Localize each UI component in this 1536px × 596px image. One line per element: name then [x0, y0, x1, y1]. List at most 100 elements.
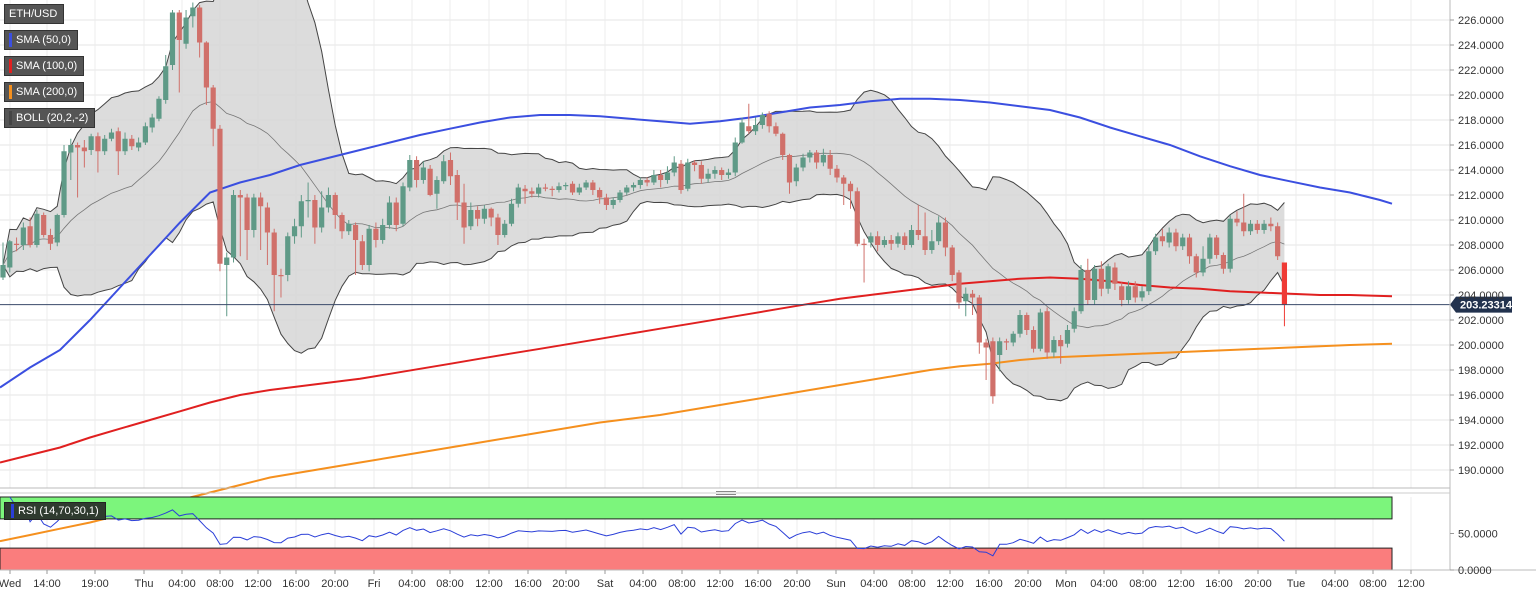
- candle: [868, 232, 874, 248]
- candle-body: [1125, 286, 1132, 300]
- candle: [1139, 286, 1145, 302]
- candle-body: [1153, 237, 1159, 252]
- candle-body: [346, 223, 352, 232]
- legend-rsi[interactable]: RSI (14,70,30,1): [4, 502, 106, 520]
- candle: [319, 191, 325, 233]
- candle: [617, 190, 623, 203]
- bollinger-upper-line: [2, 0, 1285, 274]
- candle-body: [298, 201, 304, 227]
- candle: [1247, 220, 1254, 235]
- candle: [800, 153, 806, 172]
- candle: [712, 166, 718, 179]
- legend-sma100[interactable]: SMA (100,0): [4, 56, 85, 76]
- candle-body: [752, 125, 759, 132]
- candle-body: [142, 126, 148, 143]
- candle: [624, 185, 630, 195]
- candle-body: [481, 208, 487, 219]
- panel-resize-handle[interactable]: [716, 491, 736, 497]
- candle-body: [766, 113, 772, 127]
- candle-body: [651, 175, 657, 183]
- legend-sma50[interactable]: SMA (50,0): [4, 30, 79, 50]
- candle-body: [400, 186, 406, 224]
- legend-swatch: [9, 33, 12, 47]
- candle: [13, 237, 20, 252]
- candle: [271, 228, 277, 312]
- candle: [990, 337, 996, 404]
- x-tick-label: Fri: [368, 578, 381, 590]
- candle: [963, 287, 969, 317]
- candle-body: [1105, 266, 1111, 289]
- candle-body: [1024, 315, 1030, 330]
- candle-body: [427, 168, 433, 195]
- candle-body: [854, 191, 860, 244]
- candle-body: [1037, 312, 1043, 349]
- candle-body: [1146, 251, 1152, 292]
- y-tick-label: 204.0000: [1458, 290, 1504, 302]
- candle-body: [780, 133, 786, 155]
- x-tick-label: 20:00: [1244, 578, 1272, 590]
- candle-body: [1220, 255, 1226, 269]
- candle: [908, 225, 915, 248]
- candle: [671, 156, 677, 177]
- candle-body: [1173, 232, 1179, 247]
- candle-body: [359, 241, 365, 265]
- candle: [461, 183, 467, 244]
- candle-body: [312, 200, 318, 228]
- candle: [1017, 310, 1023, 338]
- candle-body: [691, 162, 698, 165]
- candle-body: [366, 228, 372, 265]
- x-tick-label: 14:00: [33, 578, 61, 590]
- candle-body: [88, 136, 94, 150]
- candle: [1091, 265, 1098, 305]
- candle-body: [888, 240, 894, 244]
- candle-body: [956, 272, 962, 303]
- candle: [475, 206, 481, 227]
- candle-body: [529, 191, 535, 194]
- candle-body: [563, 185, 569, 187]
- candle-body: [1112, 267, 1118, 284]
- candle-body: [732, 142, 738, 173]
- candle: [366, 225, 372, 272]
- candle: [529, 187, 535, 198]
- y-tick-label: 206.0000: [1458, 265, 1504, 277]
- candle: [569, 181, 576, 195]
- candle-body: [630, 185, 637, 188]
- candle: [610, 197, 616, 209]
- legend-label: ETH/USD: [9, 8, 58, 20]
- candle-body: [13, 243, 20, 245]
- candle: [420, 161, 426, 184]
- candle-body: [1064, 330, 1071, 344]
- candle: [556, 182, 562, 193]
- candle: [34, 210, 40, 248]
- candle-body: [834, 168, 840, 178]
- candle-body: [929, 241, 935, 250]
- rsi-overbought-zone: [0, 496, 1393, 520]
- candle: [108, 128, 115, 142]
- candle: [522, 185, 528, 204]
- candle: [942, 217, 949, 257]
- candle: [0, 242, 6, 280]
- candle-body: [881, 240, 887, 245]
- candle: [597, 187, 603, 204]
- x-tick-label: 08:00: [668, 578, 696, 590]
- candle: [1241, 193, 1247, 237]
- legend-boll[interactable]: BOLL (20,2,-2): [4, 108, 96, 128]
- legend-eth-usd[interactable]: ETH/USD: [4, 4, 65, 24]
- candle: [915, 205, 921, 240]
- y-tick-label: 200.0000: [1458, 340, 1504, 352]
- candle-body: [54, 215, 60, 243]
- candle-body: [820, 155, 826, 163]
- candle: [739, 117, 745, 144]
- bollinger-band-area: [3, 0, 1285, 401]
- candle: [434, 176, 440, 209]
- candle-body: [339, 215, 345, 232]
- legend-sma200[interactable]: SMA (200,0): [4, 82, 85, 102]
- rsi-y-tick-label: 50.0000: [1458, 529, 1498, 541]
- x-tick-label: 12:00: [1167, 578, 1195, 590]
- candle: [1037, 308, 1043, 352]
- candle-body: [705, 173, 711, 179]
- candle: [536, 183, 542, 198]
- candle: [413, 156, 420, 188]
- candle-body: [746, 126, 752, 132]
- candle-body: [658, 175, 664, 180]
